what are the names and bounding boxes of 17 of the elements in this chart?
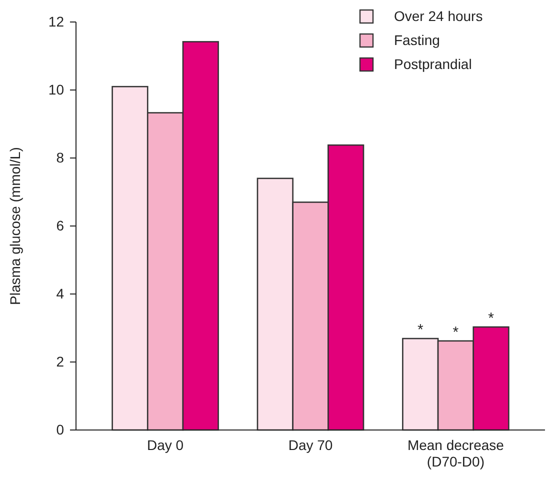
legend-label: Postprandial (394, 56, 472, 72)
y-tick-label: 12 (48, 13, 64, 30)
legend-label: Over 24 hours (394, 8, 483, 24)
y-tick-label: 2 (56, 353, 64, 370)
x-tick-label: Day 70 (288, 436, 333, 453)
y-tick-label: 0 (56, 421, 64, 438)
annotation: * (417, 322, 424, 339)
legend-label: Fasting (394, 32, 440, 48)
y-axis-title: Plasma glucose (mmol/L) (7, 147, 23, 305)
y-tick-label: 4 (56, 285, 64, 302)
annotation: * (488, 310, 494, 327)
y-tick-label: 10 (48, 81, 64, 98)
annotation: * (452, 324, 459, 341)
y-tick-label: 6 (56, 217, 64, 234)
y-tick-label: 8 (56, 149, 64, 166)
x-tick-label: Day 0 (147, 436, 184, 453)
x-tick-label: Mean decrease (D70-D0) (407, 436, 504, 470)
